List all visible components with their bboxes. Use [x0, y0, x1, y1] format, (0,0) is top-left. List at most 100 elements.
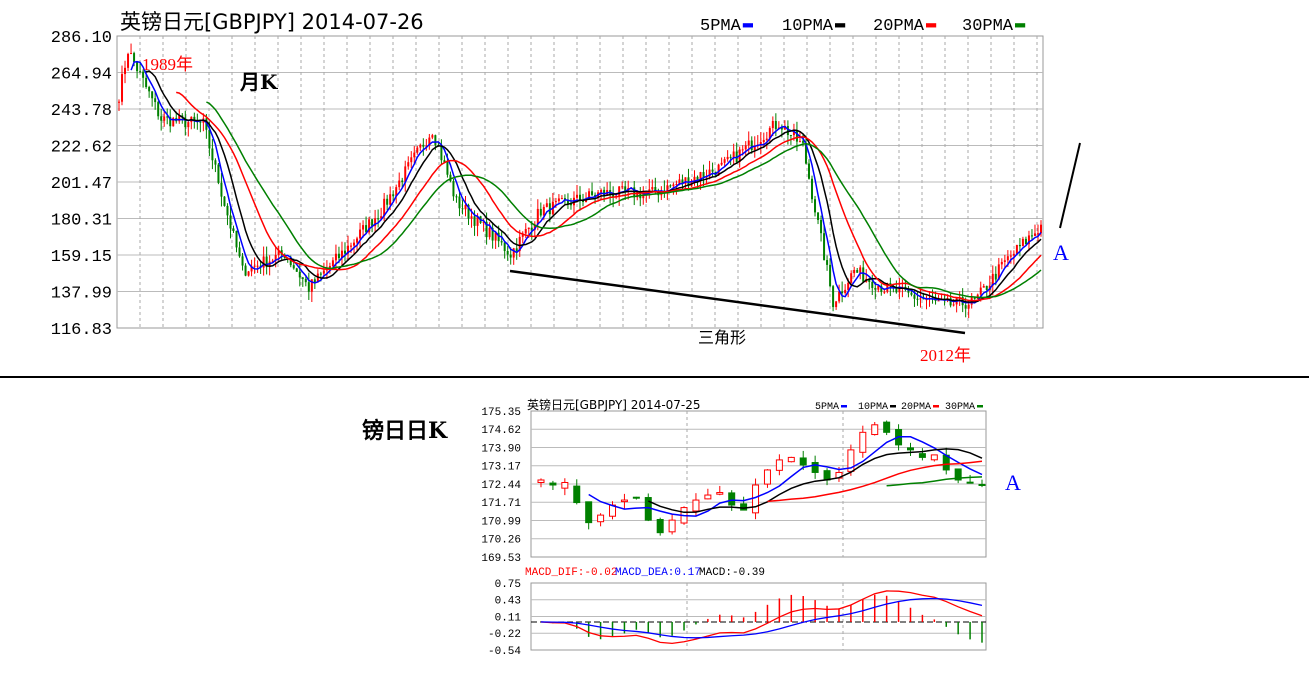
candle-body — [274, 254, 277, 261]
candle-body — [874, 287, 877, 290]
candle-body — [310, 279, 313, 292]
candle-body — [844, 289, 847, 294]
candle-body — [716, 492, 724, 495]
candle-body — [820, 219, 823, 234]
candle-body — [371, 219, 374, 227]
candle-body — [774, 120, 777, 130]
candle-body — [331, 260, 334, 267]
candle-body — [856, 270, 859, 273]
candle-body — [886, 283, 889, 292]
y-tick-label: 174.62 — [481, 425, 521, 437]
candle-body — [632, 496, 640, 499]
candle-body — [549, 482, 557, 486]
candle-body — [801, 141, 804, 143]
candle-body — [527, 227, 530, 230]
ma20-line — [176, 91, 1042, 302]
candle-body — [1027, 235, 1030, 245]
candle-body — [389, 194, 392, 205]
candle-body — [289, 259, 292, 266]
candle-body — [949, 298, 952, 306]
candle-body — [765, 138, 768, 140]
candle-body — [368, 219, 371, 233]
y-tick-label: 243.78 — [51, 102, 112, 121]
candle-body — [277, 250, 280, 255]
candle-body — [392, 194, 395, 197]
candle-body — [464, 204, 467, 210]
candle-body — [979, 287, 982, 295]
legend-swatch — [742, 23, 753, 28]
annotation-1989: 1989年 — [142, 55, 193, 74]
candle-body — [413, 152, 416, 158]
y-tick-label: 222.62 — [51, 138, 112, 157]
y-tick-label: 116.83 — [51, 321, 112, 340]
candle-body — [383, 198, 386, 217]
candle-body — [208, 129, 211, 149]
y-tick-label: 286.10 — [51, 29, 112, 48]
candle-body — [524, 229, 527, 234]
candle-body — [654, 187, 657, 193]
candle-body — [973, 296, 976, 299]
candle-body — [566, 199, 569, 204]
candle-body — [241, 256, 244, 266]
candle-body — [458, 196, 461, 209]
candle-body — [877, 285, 880, 290]
candle-body — [762, 139, 765, 142]
candle-body — [298, 271, 301, 278]
candle-body — [771, 120, 774, 129]
candle-body — [814, 199, 817, 213]
candle-body — [1006, 256, 1009, 261]
candle-body — [1040, 224, 1042, 234]
candle-body — [798, 141, 801, 143]
candle-body — [717, 164, 720, 176]
candle-body — [823, 470, 831, 481]
candle-body — [491, 227, 494, 241]
legend-5pma: 5PMA — [815, 402, 839, 413]
candle-body — [542, 206, 545, 216]
candle-body — [752, 484, 760, 514]
candle-body — [434, 135, 437, 146]
candle-body — [681, 179, 684, 184]
candle-body — [337, 253, 340, 259]
candle-body — [440, 145, 443, 161]
candle-body — [537, 479, 545, 483]
candle-body — [829, 264, 832, 287]
candle-body — [862, 267, 865, 282]
candle-body — [322, 270, 325, 274]
candle-body — [569, 203, 572, 206]
candle-body — [768, 128, 771, 139]
candle-body — [906, 447, 914, 451]
daily-chart: 英镑日元[GBPJPY] 2014-07-25 175.35 174.62 173.… — [481, 397, 987, 565]
candle-body — [512, 248, 515, 258]
y-tick-label: 137.99 — [51, 284, 112, 303]
candle-body — [536, 208, 539, 225]
candle-body — [476, 216, 479, 226]
candle-body — [422, 144, 425, 147]
candle-body — [624, 186, 627, 192]
candle-body — [883, 421, 891, 433]
candle-body — [482, 221, 485, 223]
candle-body — [633, 187, 636, 198]
candle-body — [509, 254, 512, 258]
ma5-line — [588, 436, 983, 517]
candle-body — [585, 501, 593, 524]
legend-5pma: 5PMA — [700, 17, 742, 36]
candle-body — [1033, 233, 1036, 236]
candle-body — [235, 230, 238, 248]
y-tick-label: 170.26 — [481, 535, 521, 547]
candle-body — [545, 203, 548, 207]
candle-body — [365, 225, 368, 233]
annotation-triangle: 三角形 — [698, 328, 746, 347]
candle-body — [964, 305, 967, 309]
candle-body — [1030, 235, 1033, 237]
candle-body — [1009, 255, 1012, 257]
candle-body — [621, 186, 624, 188]
candle-body — [991, 273, 994, 286]
candle-body — [521, 233, 524, 237]
candle-body — [250, 266, 253, 272]
annotation-point-a2: A — [1005, 470, 1021, 495]
candle-body — [591, 191, 594, 195]
candle-body — [226, 205, 229, 216]
candle-body — [160, 116, 163, 121]
candle-body — [823, 233, 826, 261]
